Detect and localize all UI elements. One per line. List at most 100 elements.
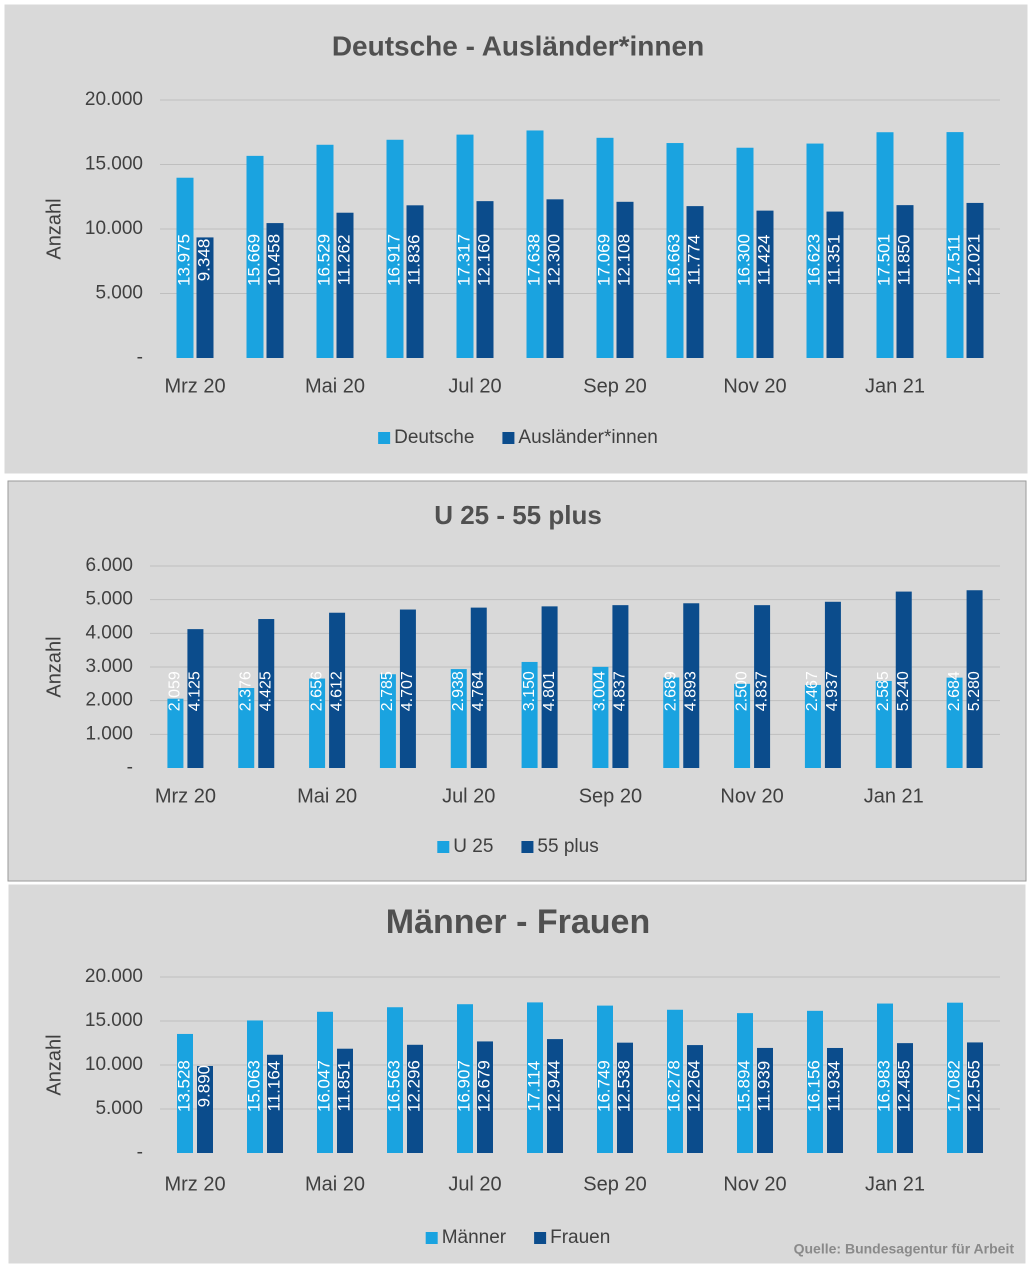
bar	[336, 212, 354, 358]
bar	[246, 155, 264, 358]
bar	[687, 1045, 703, 1153]
bar	[617, 1042, 633, 1153]
bar	[896, 205, 914, 358]
data-label: 12.160	[474, 234, 493, 286]
y-axis-label: Anzahl	[43, 1034, 65, 1095]
data-label: 2.059	[167, 671, 184, 711]
bar	[266, 223, 284, 358]
data-label: 2.467	[804, 671, 821, 711]
bar	[541, 606, 558, 768]
bar	[826, 211, 844, 358]
data-label: 16.749	[594, 1060, 613, 1112]
data-label: 11.850	[894, 235, 913, 286]
data-label: 2.376	[237, 671, 254, 711]
x-tick-label: Mrz 20	[155, 785, 216, 807]
bar	[686, 206, 704, 358]
bar	[663, 677, 680, 768]
x-tick-label: Mrz 20	[164, 375, 225, 397]
data-label: 12.565	[964, 1060, 983, 1112]
panel	[7, 883, 1027, 1265]
bar	[876, 132, 894, 358]
bar	[596, 137, 614, 358]
bar	[666, 143, 684, 358]
bar	[456, 134, 474, 358]
data-label: 16.047	[314, 1060, 333, 1112]
data-label: 2.684	[946, 671, 963, 711]
bar	[329, 612, 346, 768]
bar	[946, 132, 964, 358]
bar	[477, 1041, 493, 1153]
bar	[177, 1033, 193, 1153]
panel	[7, 480, 1027, 882]
bar	[547, 1039, 563, 1153]
bar	[176, 177, 194, 358]
data-label: 17.501	[874, 234, 893, 286]
data-label: 4.707	[399, 671, 416, 711]
y-tick-label: 20.000	[85, 966, 143, 987]
bar	[806, 143, 824, 358]
data-label: 4.801	[541, 671, 558, 711]
legend-label: Deutsche	[394, 427, 474, 448]
bar	[457, 1004, 473, 1153]
data-label: 12.021	[964, 234, 983, 286]
bar	[756, 210, 774, 358]
data-label: 16.300	[734, 234, 753, 286]
bar	[187, 629, 204, 768]
bar	[967, 1042, 983, 1153]
bar	[877, 1003, 893, 1153]
bar	[196, 237, 214, 358]
bar	[526, 130, 544, 358]
data-label: 4.125	[187, 671, 204, 711]
y-tick-label: 5.000	[95, 1098, 143, 1119]
legend-label: Ausländer*innen	[518, 427, 657, 448]
data-label: 12.538	[614, 1060, 633, 1112]
y-tick-label: 3.000	[85, 656, 133, 677]
y-tick-label: 20.000	[85, 89, 143, 110]
data-label: 17.082	[944, 1060, 963, 1112]
data-label: 13.975	[174, 234, 193, 286]
bar	[824, 601, 841, 768]
data-label: 16.983	[874, 1060, 893, 1112]
data-label: 2.656	[308, 671, 325, 711]
x-tick-label: Jan 21	[864, 785, 924, 807]
y-tick-label: 15.000	[85, 1010, 143, 1031]
bar	[476, 201, 494, 358]
bar	[521, 661, 538, 768]
data-label: 4.837	[753, 671, 770, 711]
bar	[379, 674, 396, 768]
y-tick-label: 15.000	[85, 154, 143, 175]
bar	[597, 1005, 613, 1153]
data-label: 12.944	[544, 1060, 563, 1112]
data-label: 15.894	[734, 1060, 753, 1112]
data-label: 16.623	[804, 234, 823, 286]
data-label: 11.934	[824, 1061, 843, 1112]
data-label: 12.264	[684, 1060, 703, 1112]
data-label: 17.069	[594, 234, 613, 286]
bar	[337, 1048, 353, 1153]
data-label: 11.774	[684, 235, 703, 286]
x-tick-label: Mai 20	[305, 1173, 365, 1195]
data-label: 10.458	[264, 234, 283, 286]
legend-label: U 25	[453, 836, 493, 857]
data-label: 16.563	[384, 1060, 403, 1112]
y-tick-label: 6.000	[85, 555, 133, 576]
y-tick-label: -	[127, 757, 133, 778]
data-label: 16.529	[314, 234, 333, 286]
bar	[546, 199, 564, 358]
bar	[197, 1065, 213, 1153]
legend-swatch	[521, 841, 534, 853]
bar	[683, 603, 700, 768]
legend-swatch	[437, 841, 450, 853]
y-tick-label: 1.000	[85, 723, 133, 744]
x-tick-label: Mrz 20	[164, 1173, 225, 1195]
bar	[406, 205, 424, 358]
chart-title: Deutsche - Ausländer*innen	[332, 30, 704, 61]
data-label: 9.348	[194, 239, 213, 282]
x-tick-label: Sep 20	[583, 375, 646, 397]
data-label: 4.764	[470, 671, 487, 711]
data-label: 9.890	[194, 1065, 213, 1108]
data-label: 2.689	[662, 671, 679, 711]
data-label: 11.836	[404, 235, 423, 286]
bar	[309, 678, 326, 768]
data-label: 4.425	[257, 671, 274, 711]
